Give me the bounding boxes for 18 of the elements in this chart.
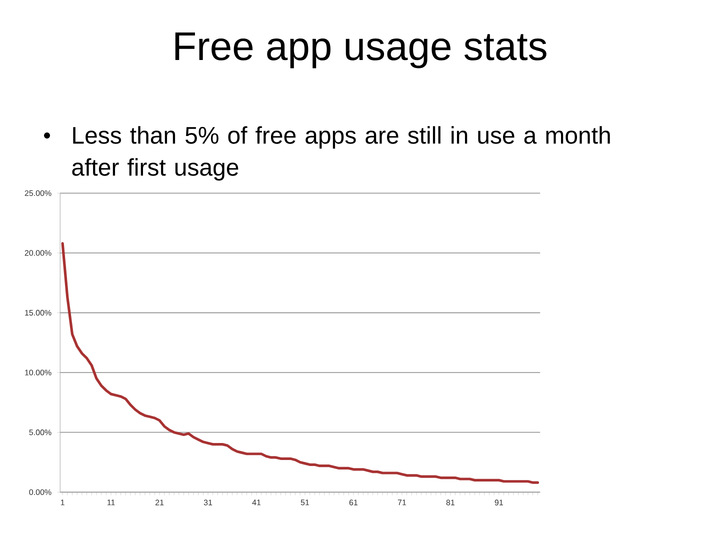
x-tick-label: 51 <box>300 500 310 506</box>
x-tick-label: 81 <box>446 500 454 506</box>
x-tick-label: 41 <box>252 500 261 506</box>
x-tick-label: 21 <box>155 500 164 506</box>
x-tick-label: 61 <box>349 500 358 506</box>
x-tick-label: 11 <box>107 500 115 506</box>
chart-subtitle: Less than 5% of free apps are still in use a month after first usage <box>72 126 610 181</box>
y-tick-label: 25.00% <box>24 190 52 196</box>
y-tick-label: 20.00% <box>24 250 52 256</box>
x-tick-label: 1 <box>60 500 64 506</box>
y-tick-label: 15.00% <box>25 310 52 316</box>
x-tick-label: 31 <box>204 500 212 506</box>
y-tick-label: 10.00% <box>25 370 52 376</box>
x-tick-label: 71 <box>398 500 406 506</box>
y-tick-label: 5.00% <box>29 430 52 436</box>
x-tick-label: 91 <box>494 500 503 506</box>
chart-title: Free app usage stats <box>175 32 546 68</box>
y-tick-label: 0.00% <box>29 489 52 495</box>
